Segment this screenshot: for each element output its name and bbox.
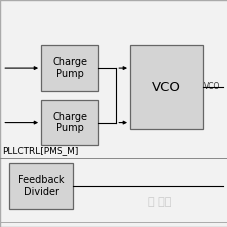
Text: Charge
Pump: Charge Pump [52,112,87,133]
Bar [9,163,73,209]
Text: Charge
Pump: Charge Pump [52,57,87,79]
Text: 🔘 公众: 🔘 公众 [147,197,170,207]
Bar [41,100,98,145]
Bar [41,45,98,91]
Text: VCO: VCO [203,82,220,91]
Text: VCO: VCO [151,81,180,94]
Text: PLLCTRL[PMS_M]: PLLCTRL[PMS_M] [2,146,78,155]
Bar [129,45,202,129]
Text: Feedback
Divider: Feedback Divider [18,175,64,197]
